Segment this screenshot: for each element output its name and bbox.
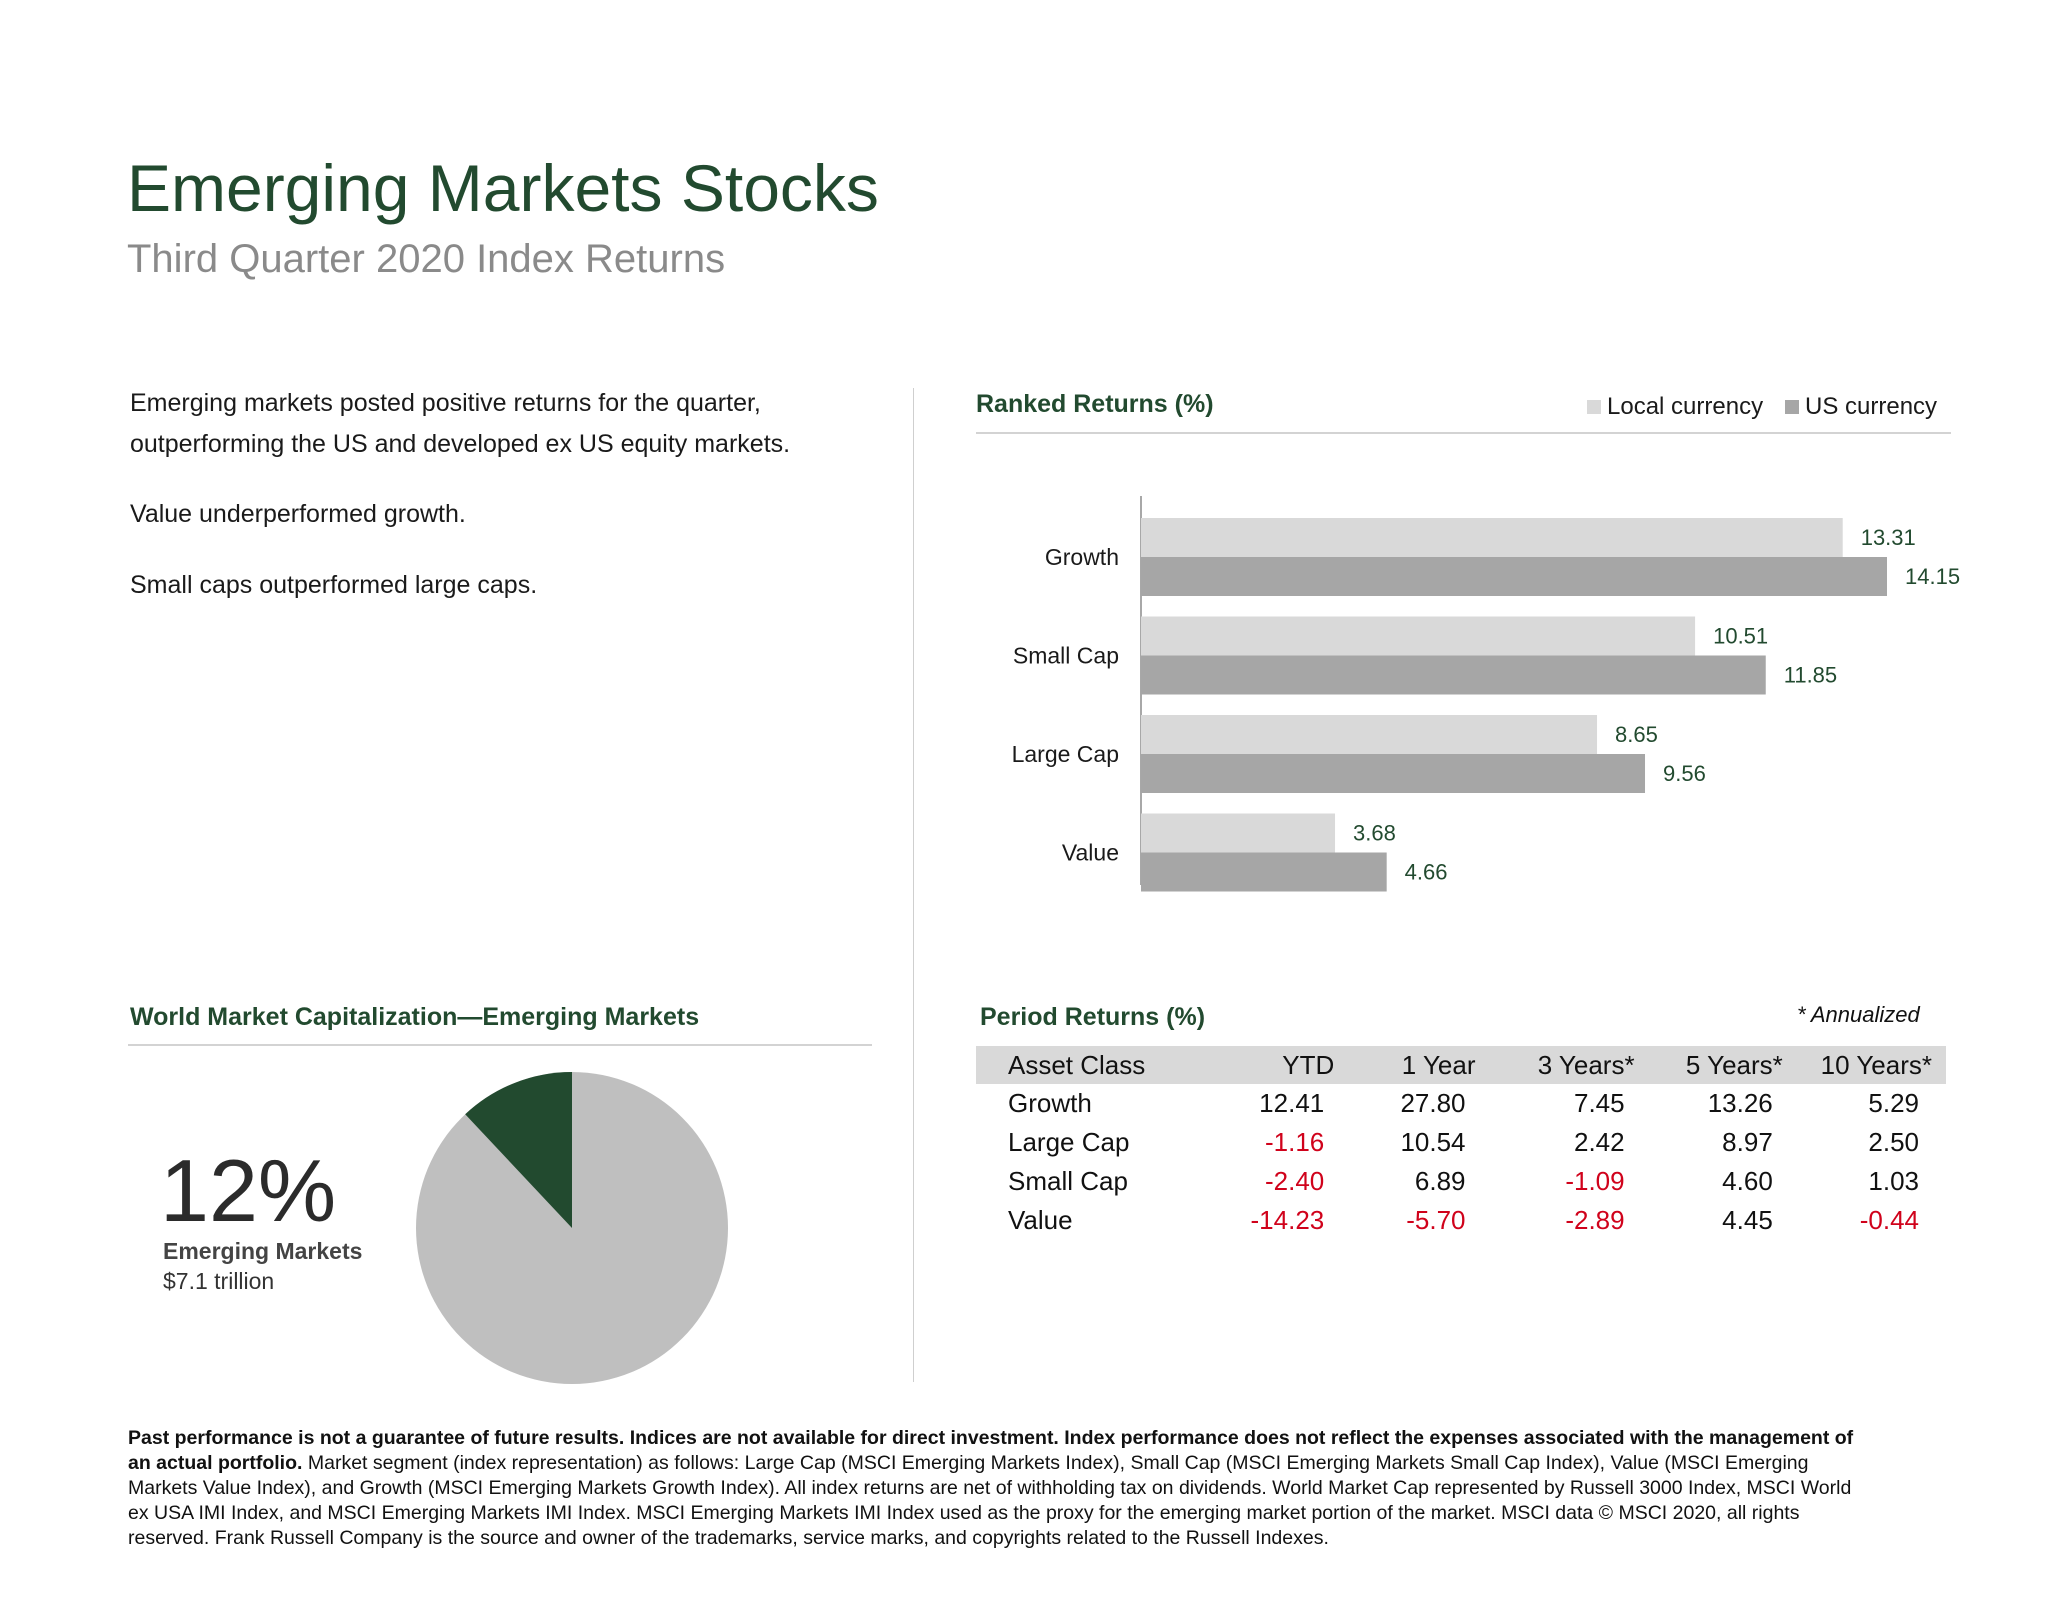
cell-5-years: 4.60 [1722, 1166, 1773, 1196]
bar-small-cap-local-currency [1141, 616, 1696, 656]
category-label-small-cap: Small Cap [1013, 643, 1119, 669]
legend-us-swatch [1785, 400, 1799, 414]
legend-local-label: Local currency [1607, 393, 1764, 420]
ranked-returns-title: Ranked Returns (%) [976, 390, 1214, 418]
cell-5-years: 13.26 [1707, 1088, 1773, 1118]
ranked-returns-chart: Growth 13.31 14.15 Small Cap 10.51 11.85 Large… [1012, 496, 1960, 892]
intro-paragraph-1: Emerging markets posted positive returns… [130, 389, 791, 458]
data-label-small-cap-us-currency: 11.85 [1784, 663, 1837, 688]
ranked-returns-rule [976, 432, 1951, 434]
cell-3-years: 7.45 [1573, 1088, 1625, 1118]
cell-1-year: 27.80 [1400, 1088, 1466, 1118]
disclosure-footnote: Past performance is not a guarantee of f… [128, 1426, 1868, 1551]
world-cap-pie-chart [416, 1072, 728, 1384]
bar-small-cap-us-currency [1141, 655, 1766, 695]
category-label-large-cap: Large Cap [1012, 741, 1119, 767]
cell-ytd: -2.40 [1264, 1166, 1325, 1196]
bar-large-cap-us-currency [1141, 754, 1646, 793]
legend-local: Local currency [1587, 393, 1763, 421]
cell-ytd: 12.41 [1259, 1088, 1325, 1118]
table-row: Growth 12.41 27.80 7.45 13.26 5.29 [976, 1084, 1946, 1123]
cell-3-years: -1.09 [1565, 1166, 1625, 1196]
page-subtitle: Third Quarter 2020 Index Returns [127, 237, 726, 281]
bar-growth-us-currency [1141, 557, 1887, 596]
page-title: Emerging Markets Stocks [127, 151, 879, 225]
cell-10-years: 1.03 [1868, 1166, 1919, 1196]
cell-10-years: 2.50 [1868, 1127, 1919, 1157]
data-label-value-local-currency: 3.68 [1353, 821, 1396, 846]
cell-1-year: 6.89 [1414, 1166, 1466, 1196]
table-row: Small Cap -2.40 6.89 -1.09 4.60 1.03 [976, 1162, 1946, 1201]
period-returns-table: Asset Class YTD 1 Year 3 Years* 5 Years*… [976, 1046, 1946, 1240]
cell-ytd: -14.23 [1250, 1205, 1325, 1235]
row-label: Large Cap [1008, 1127, 1130, 1157]
cell-5-years: 8.97 [1722, 1127, 1773, 1157]
world-cap-rule [128, 1044, 872, 1046]
data-label-value-us-currency: 4.66 [1405, 860, 1448, 885]
pie-slice-emerging-markets [465, 1072, 572, 1228]
intro-paragraph-2: Value underperformed growth. [130, 500, 466, 528]
cell-10-years: -0.44 [1859, 1205, 1919, 1235]
header-ytd: YTD [1196, 1046, 1335, 1084]
data-label-growth-local-currency: 13.31 [1861, 525, 1916, 550]
table-row: Value -14.23 -5.70 -2.89 4.45 -0.44 [976, 1201, 1946, 1240]
category-label-value: Value [1062, 840, 1119, 866]
cell-10-years: 5.29 [1868, 1088, 1919, 1118]
legend-us: US currency [1785, 393, 1937, 421]
data-label-large-cap-us-currency: 9.56 [1663, 761, 1706, 786]
cell-3-years: -2.89 [1565, 1205, 1625, 1235]
cell-5-years: 4.45 [1722, 1205, 1773, 1235]
cell-ytd: -1.16 [1264, 1127, 1325, 1157]
legend-local-swatch [1587, 400, 1601, 414]
emerging-value: $7.1 trillion [163, 1268, 275, 1294]
cell-1-year: 10.54 [1400, 1127, 1466, 1157]
annualized-note: * Annualized [1797, 1002, 1920, 1027]
header-3-years: 3 Years* [1475, 1046, 1635, 1084]
emerging-share-percent: 12% [160, 1141, 337, 1240]
column-divider [913, 388, 914, 1382]
header-5-years: 5 Years* [1634, 1046, 1783, 1084]
footnote-text: Market segment (index representation) as… [128, 1452, 1852, 1549]
footnote-bold: Past performance is not a guarantee of f… [128, 1427, 1854, 1474]
header-asset-class: Asset Class [976, 1046, 1197, 1084]
intro-paragraph-3: Small caps outperformed large caps. [130, 571, 538, 599]
bar-value-us-currency [1141, 852, 1387, 892]
world-cap-title: World Market Capitalization—Emerging Mar… [130, 1003, 700, 1031]
legend-us-label: US currency [1805, 393, 1938, 420]
row-label: Small Cap [1008, 1166, 1128, 1196]
row-label: Growth [1008, 1088, 1092, 1118]
header-1-year: 1 Year [1334, 1046, 1476, 1084]
data-label-large-cap-local-currency: 8.65 [1615, 722, 1658, 747]
bar-value-local-currency [1141, 813, 1336, 853]
data-label-growth-us-currency: 14.15 [1905, 564, 1960, 589]
period-returns-title: Period Returns (%) [980, 1003, 1206, 1031]
row-label: Value [1008, 1205, 1073, 1235]
table-header-row: Asset Class YTD 1 Year 3 Years* 5 Years*… [976, 1046, 1946, 1084]
header-10-years: 10 Years* [1782, 1046, 1946, 1084]
cell-3-years: 2.42 [1573, 1127, 1625, 1157]
cell-1-year: -5.70 [1406, 1205, 1466, 1235]
category-label-growth: Growth [1045, 544, 1119, 570]
table-row: Large Cap -1.16 10.54 2.42 8.97 2.50 [976, 1123, 1946, 1162]
bar-growth-local-currency [1141, 518, 1843, 557]
bar-large-cap-local-currency [1141, 715, 1598, 754]
data-label-small-cap-local-currency: 10.51 [1713, 624, 1768, 649]
emerging-label: Emerging Markets [163, 1238, 363, 1264]
